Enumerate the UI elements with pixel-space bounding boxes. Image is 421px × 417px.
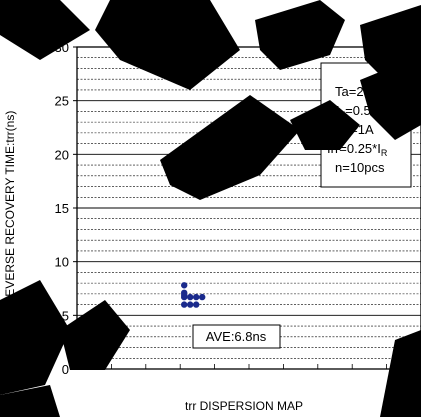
y-axis-title: REVERSE RECOVERY TIME:trr(ns): [3, 111, 17, 306]
data-point: [181, 282, 188, 289]
data-point: [193, 301, 200, 308]
data-point: [193, 293, 200, 301]
data-points: [181, 282, 206, 308]
data-point: [199, 293, 206, 301]
y-tick-label: 25: [55, 94, 69, 109]
data-point: [187, 301, 194, 308]
y-tick-label: 0: [62, 362, 69, 377]
x-axis-title: trr DISPERSION MAP: [185, 399, 303, 413]
legend-ta: Ta=25°C: [335, 84, 385, 99]
y-tick-label: 5: [62, 308, 69, 323]
y-tick-label: 10: [55, 255, 69, 270]
y-tick-labels: 0 5 10 15 20 25 30: [55, 40, 77, 377]
data-point: [181, 289, 188, 296]
x-minor-ticks: [111, 364, 388, 369]
data-point: [187, 293, 194, 301]
y-tick-label: 20: [55, 147, 69, 162]
ave-box-frame: [192, 324, 281, 349]
conditions-legend: Ta=25°C IF=0.5A IR=1A Irr=0.25*IR n=10pc…: [320, 62, 412, 188]
ave-label: AVE:6.8ns: [206, 329, 267, 344]
ave-box: AVE:6.8ns: [192, 324, 281, 349]
legend-n: n=10pcs: [335, 160, 385, 175]
data-point: [181, 301, 188, 308]
y-tick-label: 15: [55, 201, 69, 216]
y-tick-label: 30: [55, 40, 69, 55]
legend-irr: Irr=0.25*IR: [327, 141, 388, 158]
